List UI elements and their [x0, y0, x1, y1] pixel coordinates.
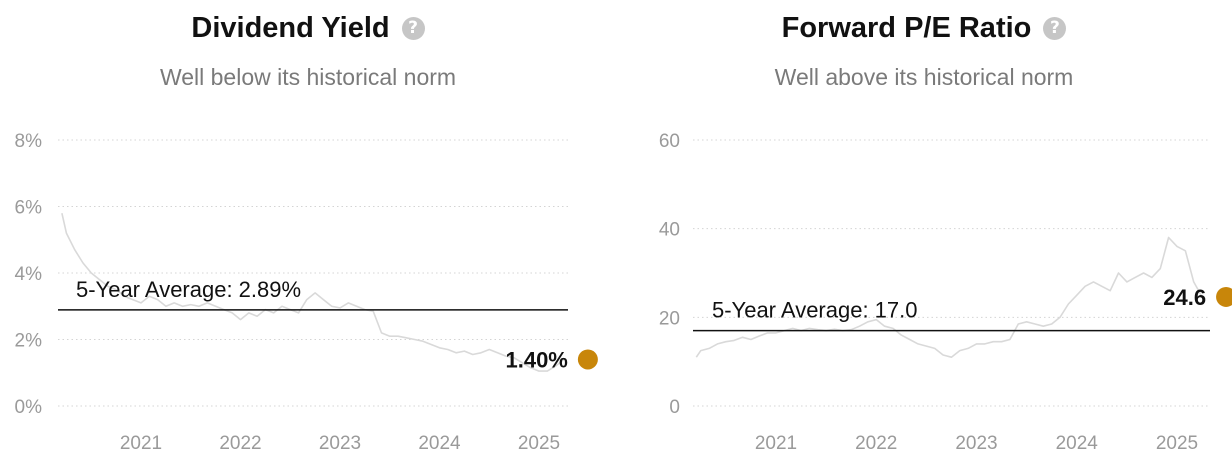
- current-value-marker: [1216, 286, 1232, 307]
- series-line: [61, 213, 565, 372]
- current-value-label: 1.40%: [505, 347, 567, 372]
- x-tick-label: 2024: [1056, 433, 1099, 454]
- average-label: 5-Year Average: 17.0: [712, 298, 918, 323]
- x-tick-label: 2025: [1156, 433, 1198, 454]
- y-tick-label: 8%: [15, 131, 43, 152]
- y-tick-label: 40: [659, 220, 680, 241]
- y-tick-label: 2%: [15, 331, 43, 352]
- x-tick-label: 2022: [855, 433, 897, 454]
- question-circle-icon[interactable]: ?: [1043, 17, 1067, 40]
- x-tick-label: 2023: [955, 433, 997, 454]
- chart-title: Dividend Yield: [191, 12, 390, 44]
- y-tick-label: 6%: [15, 198, 43, 219]
- current-value-marker: [577, 349, 598, 370]
- x-tick-label: 2021: [755, 433, 797, 454]
- average-label: 5-Year Average: 2.89%: [76, 277, 301, 302]
- dividend-yield-panel: Dividend Yield? Well below its historica…: [0, 12, 616, 454]
- current-value-label: 24.6: [1163, 285, 1206, 310]
- y-tick-label: 0%: [15, 397, 43, 418]
- x-tick-label: 2022: [219, 433, 261, 454]
- y-tick-label: 0: [669, 397, 680, 418]
- series-line: [695, 236, 1203, 359]
- y-tick-label: 20: [659, 308, 680, 329]
- forward-pe-chart: 0 20 40 60 2021 2022 2023 2024 2025 5-Year Averag…: [659, 131, 1232, 454]
- question-circle-icon[interactable]: ?: [401, 17, 425, 40]
- y-tick-label: 4%: [15, 264, 43, 285]
- chart-subtitle: Well above its historical norm: [774, 64, 1074, 90]
- chart-title: Forward P/E Ratio: [781, 12, 1032, 44]
- x-tick-label: 2023: [319, 433, 361, 454]
- forward-pe-title-row: Forward P/E Ratio?: [616, 12, 1232, 45]
- dividend-yield-title-row: Dividend Yield?: [0, 12, 616, 45]
- y-tick-label: 60: [659, 131, 680, 152]
- forward-pe-panel: Forward P/E Ratio? Well above its histor…: [616, 0, 1232, 469]
- chart-subtitle: Well below its historical norm: [159, 64, 457, 90]
- x-tick-label: 2025: [518, 433, 560, 454]
- x-tick-label: 2024: [418, 433, 461, 454]
- dividend-yield-chart: 0% 2% 4% 6% 8% 2021 2022 2023 2024 2025 5-Year Ave…: [15, 131, 598, 454]
- x-tick-label: 2021: [120, 433, 162, 454]
